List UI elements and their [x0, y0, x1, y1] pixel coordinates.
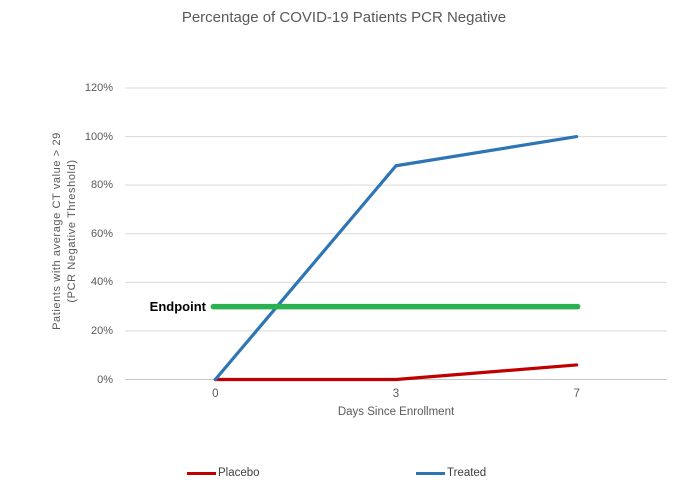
gridlines: [125, 87, 667, 380]
y-tick-label: 0%: [97, 373, 113, 386]
x-axis-title: Days Since Enrollment: [337, 406, 455, 418]
legend-label-treated: Treated: [447, 467, 487, 479]
series-lines: [213, 134, 579, 382]
chart-title: Percentage of COVID-19 Patients PCR Nega…: [181, 9, 507, 26]
y-tick-label: 120%: [84, 82, 113, 94]
x-tick-label: 0: [212, 388, 219, 400]
endpoint-annotation-label: Endpoint: [149, 298, 206, 314]
y-tick-label: 20%: [90, 324, 113, 337]
x-tick-label: 7: [573, 388, 580, 400]
y-tick-label: 80%: [90, 179, 113, 192]
placebo-line-swatch: [187, 471, 216, 475]
x-tick-label: 3: [392, 388, 400, 400]
legend: Placebo Treated: [0, 466, 688, 480]
y-tick-label: 40%: [90, 276, 113, 289]
legend-item-placebo: Placebo: [187, 466, 260, 480]
y-tick-label: 60%: [90, 227, 113, 240]
treated-line-swatch: [416, 471, 445, 475]
y-tick-label: 100%: [84, 130, 113, 143]
legend-label-placebo: Placebo: [218, 467, 260, 479]
legend-item-treated: Treated: [416, 466, 486, 480]
